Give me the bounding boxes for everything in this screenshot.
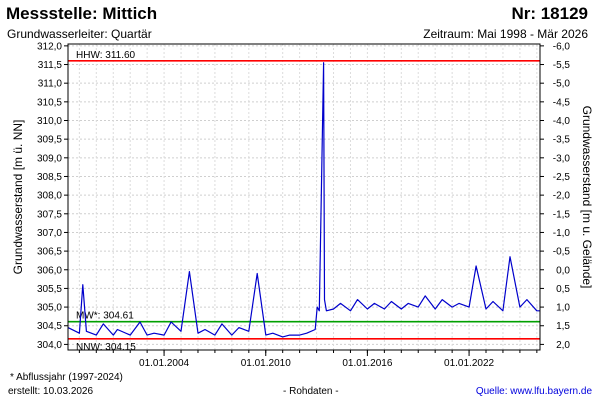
y-tick-label-right: 0,0 bbox=[556, 265, 570, 276]
reference-line-label: NNW: 304.15 bbox=[76, 342, 136, 353]
y-tick-label-left: 311,0 bbox=[38, 79, 63, 90]
y-tick-label-left: 304,5 bbox=[37, 321, 62, 332]
aquifer-label: Grundwasserleiter: Quartär bbox=[7, 27, 152, 41]
created-date: erstellt: 10.03.2026 bbox=[8, 386, 94, 397]
y-tick-label-left: 305,5 bbox=[37, 284, 62, 295]
y-tick-label-left: 310,5 bbox=[37, 97, 62, 108]
y-tick-label-left: 312,0 bbox=[37, 41, 62, 52]
axes: 304,0 304,5 305,0 305,5 306,0 306,5 307,0 307,5… bbox=[37, 41, 570, 369]
y-tick-label-left: 308,0 bbox=[37, 191, 62, 202]
y-tick-label-left: 308,5 bbox=[37, 172, 62, 183]
y-tick-label-right: -3,5 bbox=[553, 135, 571, 146]
reference-line-label: HHW: 311.60 bbox=[76, 50, 136, 61]
y-tick-label-left: 311,5 bbox=[38, 60, 63, 71]
series-layer bbox=[67, 62, 540, 338]
y-tick-label-left: 304,0 bbox=[37, 340, 62, 351]
reference-lines: HHW: 311.60 MW*: 304.61 NNW: 304.15 bbox=[68, 50, 540, 353]
x-tick-label: 01.01.2016 bbox=[342, 358, 392, 369]
y-tick-label-left: 310,0 bbox=[37, 116, 62, 127]
y-axis-label-left: Grundwasserstand [m ü. NN] bbox=[11, 120, 25, 275]
y-tick-label-left: 307,5 bbox=[37, 209, 62, 220]
page-title: Messstelle: Mittich bbox=[6, 4, 158, 23]
period-label: Zeitraum: Mai 1998 - Mär 2026 bbox=[423, 27, 588, 41]
y-tick-label-right: -4,0 bbox=[553, 116, 571, 127]
y-tick-label-left: 307,0 bbox=[37, 228, 62, 239]
y-tick-label-right: 0,5 bbox=[556, 284, 570, 295]
y-tick-label-right: 2,0 bbox=[556, 340, 570, 351]
x-tick-label: 01.01.2010 bbox=[241, 358, 291, 369]
y-tick-label-right: -4,5 bbox=[553, 97, 571, 108]
x-tick-label: 01.01.2022 bbox=[444, 358, 494, 369]
grid bbox=[68, 44, 540, 350]
y-tick-label-right: -5,0 bbox=[553, 79, 571, 90]
plot-frame bbox=[67, 43, 541, 351]
raw-data-note: - Rohdaten - bbox=[283, 386, 339, 397]
y-tick-label-right: -1,5 bbox=[553, 209, 571, 220]
y-tick-label-left: 306,0 bbox=[37, 265, 62, 276]
y-tick-label-left: 306,5 bbox=[37, 247, 62, 258]
y-tick-label-right: -1,0 bbox=[553, 228, 571, 239]
y-tick-label-right: -6,0 bbox=[553, 41, 571, 52]
y-tick-label-right: 1,0 bbox=[556, 303, 570, 314]
y-tick-label-right: -5,5 bbox=[553, 60, 571, 71]
series-line bbox=[67, 62, 540, 338]
y-tick-label-left: 309,0 bbox=[37, 153, 62, 164]
x-tick-label: 01.01.2004 bbox=[139, 358, 189, 369]
y-tick-label-left: 305,0 bbox=[37, 303, 62, 314]
station-number: Nr: 18129 bbox=[511, 4, 588, 23]
reference-line-label: MW*: 304.61 bbox=[76, 311, 134, 322]
y-axis-label-right: Grundwasserstand [m u. Gelände] bbox=[580, 106, 594, 289]
y-tick-label-right: -2,0 bbox=[553, 191, 571, 202]
y-tick-label-right: -3,0 bbox=[553, 153, 571, 164]
footnote: * Abflussjahr (1997-2024) bbox=[10, 372, 123, 383]
y-tick-label-right: 1,5 bbox=[556, 321, 570, 332]
y-tick-label-left: 309,5 bbox=[37, 135, 62, 146]
source-link[interactable]: Quelle: www.lfu.bayern.de bbox=[475, 386, 592, 397]
y-tick-label-right: -2,5 bbox=[553, 172, 571, 183]
y-tick-label-right: -0,5 bbox=[553, 247, 571, 258]
